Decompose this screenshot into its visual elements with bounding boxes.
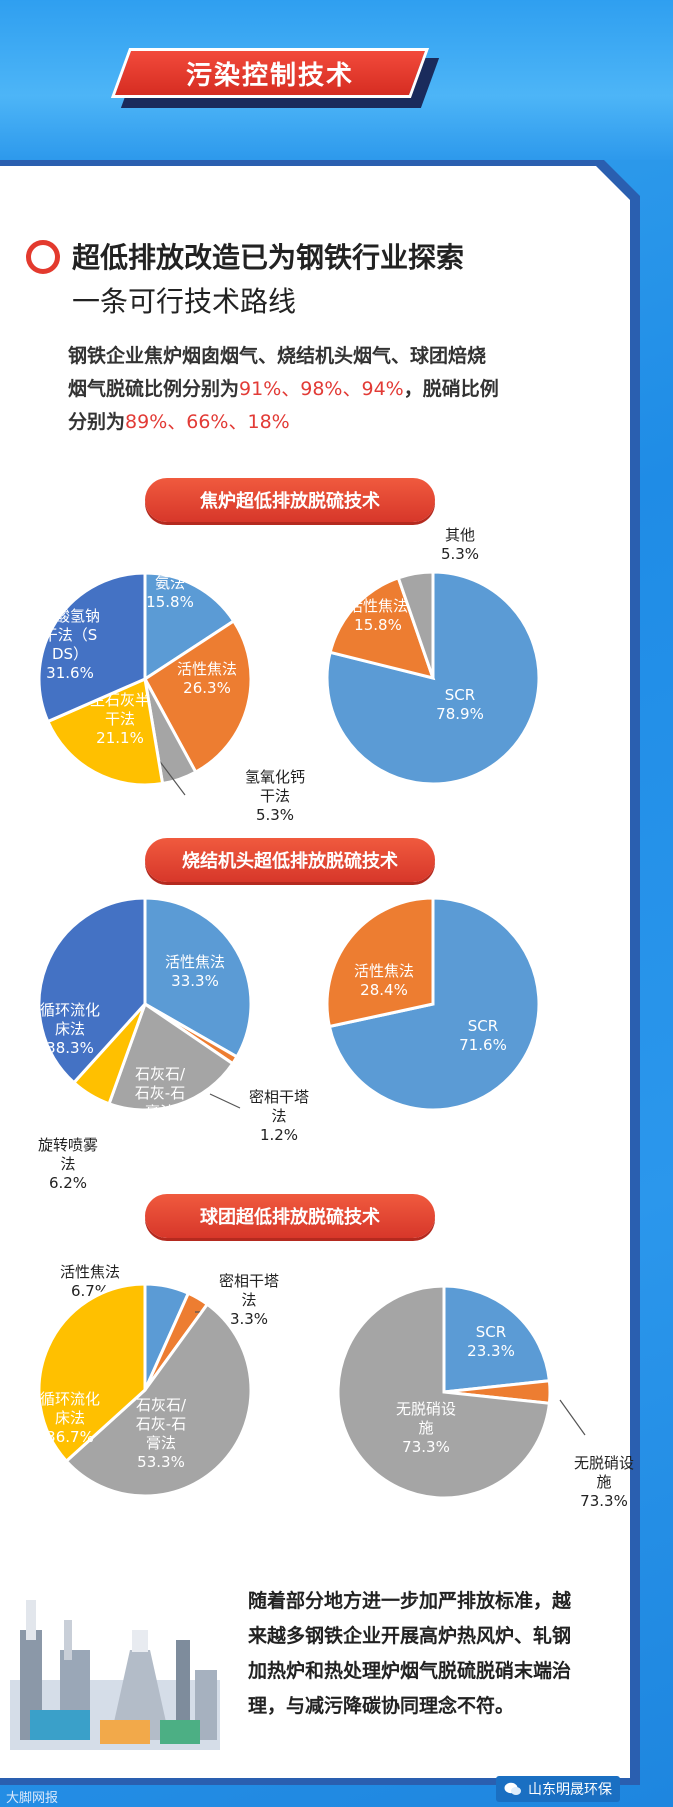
circle-bullet-icon	[26, 240, 60, 274]
slice-value-label: 1.2%	[260, 1126, 298, 1144]
slice-label: 氨法	[155, 574, 185, 592]
pie-slice	[37, 896, 147, 1085]
slice-label: 密相干塔	[219, 1272, 279, 1290]
factory-illustration	[10, 1600, 220, 1750]
slice-label: 膏法	[146, 1434, 176, 1452]
leader-line	[559, 1399, 586, 1436]
slice-label: 床法	[55, 1409, 85, 1427]
slice-value-label: 21.0%	[136, 1122, 184, 1140]
pie-slice	[45, 676, 165, 787]
slice-label: 法	[271, 1107, 286, 1125]
slice-label: 活性焦法	[348, 597, 408, 615]
slice-label: 活性焦法	[177, 660, 237, 678]
slice-value-label: 23.3%	[467, 1342, 515, 1360]
slice-label: SCR	[476, 1323, 506, 1341]
slice-label: 石灰石/	[136, 1396, 187, 1414]
slice-label: 旋转喷雾	[38, 1136, 98, 1154]
slice-label: 无脱硝设	[574, 1454, 634, 1472]
pie-slice	[336, 1284, 552, 1500]
pie-slice	[143, 896, 253, 1059]
section-title-sinter: 烧结机头超低排放脱硫技术	[145, 838, 435, 882]
slice-label: DS）	[52, 645, 88, 663]
slice-label: 石灰石/	[135, 1065, 186, 1083]
headline: 超低排放改造已为钢铁行业探索 一条可行技术路线	[72, 241, 465, 318]
wechat-icon	[504, 1782, 521, 1795]
slice-label: 循环流化	[40, 1390, 100, 1408]
slice-value-label: 28.4%	[360, 981, 408, 999]
slice-label: 其他	[445, 526, 475, 544]
slice-value-label: 36.7%	[46, 1428, 94, 1446]
pie-slice	[442, 1284, 552, 1394]
footer-watermark: 大脚网报	[6, 1791, 59, 1806]
slice-value-label: 5.3%	[256, 806, 294, 824]
slice-label: 干法	[105, 710, 135, 728]
slice-value-label: 53.3%	[137, 1453, 185, 1471]
slice-label: SCR	[445, 686, 475, 704]
pie-slice	[325, 570, 541, 786]
slice-value-label: 73.3%	[402, 1438, 450, 1456]
slice-value-label: 15.8%	[146, 593, 194, 611]
slice-label: 活性焦法	[354, 962, 414, 980]
slice-label: 活性焦法	[165, 953, 225, 971]
slice-label: 法	[60, 1155, 75, 1173]
slice-label: 施	[418, 1419, 433, 1437]
slice-label: 床法	[55, 1020, 85, 1038]
slice-label: 法	[241, 1291, 256, 1309]
pie-slice	[143, 618, 253, 775]
pie-slice	[396, 570, 435, 679]
slice-value-label: 6.2%	[49, 1174, 87, 1192]
pie-slice	[107, 1001, 235, 1112]
slice-value-label: 15.8%	[354, 616, 402, 634]
slice-value-label: 33.3%	[171, 972, 219, 990]
slice-value-label: 71.6%	[459, 1036, 507, 1054]
slice-value-label: 78.9%	[436, 705, 484, 723]
slice-label: 干法	[260, 787, 290, 805]
slice-label: 石灰-石	[135, 1084, 185, 1102]
pie-slice	[37, 571, 147, 724]
section-title-coke: 焦炉超低排放脱硫技术	[145, 478, 435, 522]
bottom-text: 随着部分地方进一步加严排放标准，越 来越多钢铁企业开展高炉热风炉、轧钢 加热炉和…	[248, 1590, 572, 1717]
section-title-pellet: 球团超低排放脱硫技术	[145, 1194, 435, 1238]
slice-value-label: 38.3%	[46, 1039, 94, 1057]
slice-value-label: 26.3%	[183, 679, 231, 697]
slice-label: 膏法	[145, 1103, 175, 1121]
banner-title: 污染控制技术	[185, 60, 354, 91]
slice-label: 活性焦法	[60, 1263, 120, 1281]
slice-label: 氢氧化钙	[245, 768, 305, 786]
footer-brand: 山东明晟环保	[496, 1776, 620, 1802]
slice-label: 施	[596, 1473, 611, 1491]
pie-slice	[325, 896, 435, 1029]
pie-slice	[64, 1302, 253, 1498]
intro-text: 钢铁企业焦炉烟囱烟气、烧结机头烟气、球团焙烧 烟气脱硫比例分别为91%、98%、…	[68, 345, 499, 433]
slice-value-label: 73.3%	[580, 1492, 628, 1510]
pie-slice	[37, 1282, 147, 1464]
slice-label: 石灰-石	[136, 1415, 186, 1433]
slice-value-label: 31.6%	[46, 664, 94, 682]
slice-label: 循环流化	[40, 1001, 100, 1019]
slice-label: SCR	[468, 1017, 498, 1035]
slice-value-label: 3.3%	[230, 1310, 268, 1328]
slice-label: 干法（S	[43, 626, 98, 644]
pie-slice	[328, 575, 436, 681]
title-banner: 污染控制技术	[110, 48, 440, 110]
pie-slice	[143, 571, 236, 682]
slice-value-label: 21.1%	[96, 729, 144, 747]
slice-label: 碳酸氢钠	[40, 607, 100, 625]
slice-label: 密相干塔	[249, 1088, 309, 1106]
slice-value-label: 5.3%	[441, 545, 479, 563]
leader-line	[209, 1093, 241, 1109]
slice-label: 无脱硝设	[396, 1400, 456, 1418]
